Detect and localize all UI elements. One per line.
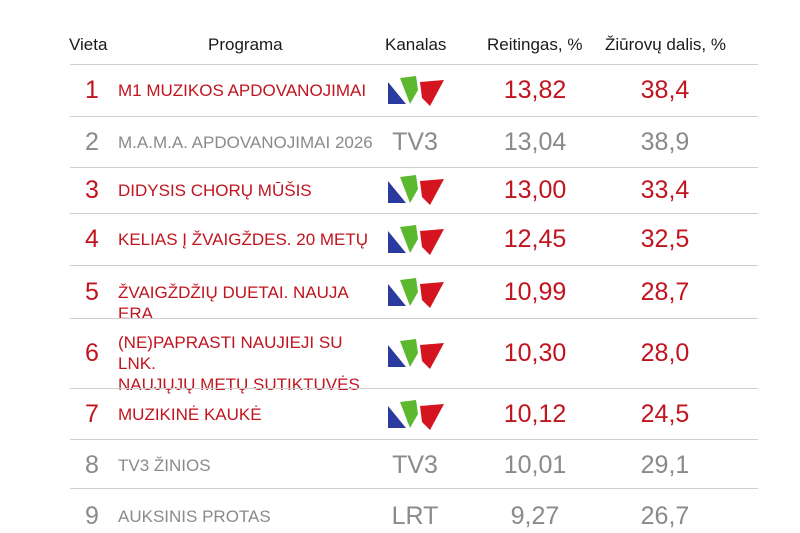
row-place: 3 <box>85 176 99 204</box>
row-divider <box>70 488 758 489</box>
row-program: AUKSINIS PROTAS <box>118 507 271 526</box>
row-program: (NE)PAPRASTI NAUJIEJI SU LNK. NAUJŲJŲ ME… <box>118 332 378 395</box>
row-program: MUZIKINĖ KAUKĖ <box>118 405 262 424</box>
table-row: 7 MUZIKINĖ KAUKĖ 10,12 24,5 <box>0 388 800 439</box>
row-divider <box>70 439 758 440</box>
row-place: 7 <box>85 400 99 428</box>
table-row: 8 TV3 ŽINIOS TV3 10,01 29,1 <box>0 439 800 488</box>
row-divider <box>70 64 758 65</box>
row-channel: LRT <box>391 502 439 530</box>
row-program: TV3 ŽINIOS <box>118 456 211 475</box>
lnk-logo-icon <box>388 225 444 255</box>
row-place: 8 <box>85 451 99 479</box>
row-place: 4 <box>85 225 99 253</box>
table-row: 2 M.A.M.A. APDOVANOJIMAI 2026 TV3 13,04 … <box>0 116 800 167</box>
table-row: 4 KELIAS Į ŽVAIGŽDES. 20 METŲ 12,45 32,5 <box>0 213 800 265</box>
table-row: 9 AUKSINIS PROTAS LRT 9,27 26,7 <box>0 488 800 533</box>
row-share: 28,7 <box>640 278 690 306</box>
row-place: 1 <box>85 76 99 104</box>
row-program: M1 MUZIKOS APDOVANOJIMAI <box>118 81 367 100</box>
row-share: 26,7 <box>640 502 690 530</box>
row-share: 38,9 <box>640 128 690 156</box>
table-row: 1 M1 MUZIKOS APDOVANOJIMAI 13,82 38,4 <box>0 64 800 116</box>
row-divider <box>70 116 758 117</box>
lnk-logo-icon <box>388 278 444 308</box>
row-program: M.A.M.A. APDOVANOJIMAI 2026 <box>118 133 373 152</box>
row-rating: 13,04 <box>503 128 567 156</box>
header-programa: Programa <box>208 35 283 54</box>
row-channel: TV3 <box>392 451 438 479</box>
row-place: 9 <box>85 502 99 530</box>
row-rating: 10,30 <box>503 339 567 367</box>
row-divider <box>70 265 758 266</box>
header-kanalas: Kanalas <box>385 35 447 54</box>
table-row: 6 (NE)PAPRASTI NAUJIEJI SU LNK. NAUJŲJŲ … <box>0 318 800 394</box>
row-share: 32,5 <box>640 225 690 253</box>
row-place: 2 <box>85 128 99 156</box>
table-row: 5 ŽVAIGŽDŽIŲ DUETAI. NAUJA ERA 10,99 28,… <box>0 265 800 323</box>
header-reitingas: Reitingas, % <box>487 35 583 54</box>
lnk-logo-icon <box>388 76 444 106</box>
header-vieta: Vieta <box>69 35 108 54</box>
row-divider <box>70 167 758 168</box>
row-share: 24,5 <box>640 400 690 428</box>
row-channel: TV3 <box>392 128 438 156</box>
row-rating: 9,27 <box>510 502 560 530</box>
row-rating: 13,00 <box>503 176 567 204</box>
lnk-logo-icon <box>388 175 444 205</box>
row-share: 29,1 <box>640 451 690 479</box>
row-rating: 10,01 <box>503 451 567 479</box>
lnk-logo-icon <box>388 339 444 369</box>
row-place: 5 <box>85 278 99 306</box>
row-divider <box>70 213 758 214</box>
row-program: DIDYSIS CHORŲ MŪŠIS <box>118 181 312 200</box>
row-program-line: NAUJŲJŲ METŲ SUTIKTUVĖS <box>118 375 360 394</box>
row-rating: 10,99 <box>503 278 567 306</box>
row-program-line: (NE)PAPRASTI NAUJIEJI SU LNK. <box>118 333 343 373</box>
row-divider <box>70 318 758 319</box>
row-share: 38,4 <box>640 76 690 104</box>
row-divider <box>70 388 758 389</box>
row-share: 28,0 <box>640 339 690 367</box>
row-rating: 10,12 <box>503 400 567 428</box>
row-share: 33,4 <box>640 176 690 204</box>
row-program: KELIAS Į ŽVAIGŽDES. 20 METŲ <box>118 230 369 249</box>
row-rating: 12,45 <box>503 225 567 253</box>
row-place: 6 <box>85 339 99 367</box>
row-rating: 13,82 <box>503 76 567 104</box>
header-dalis: Žiūrovų dalis, % <box>605 35 726 54</box>
lnk-logo-icon <box>388 400 444 430</box>
table-row: 3 DIDYSIS CHORŲ MŪŠIS 13,00 33,4 <box>0 167 800 213</box>
table-header: Vieta Programa Kanalas Reitingas, % Žiūr… <box>0 0 800 62</box>
